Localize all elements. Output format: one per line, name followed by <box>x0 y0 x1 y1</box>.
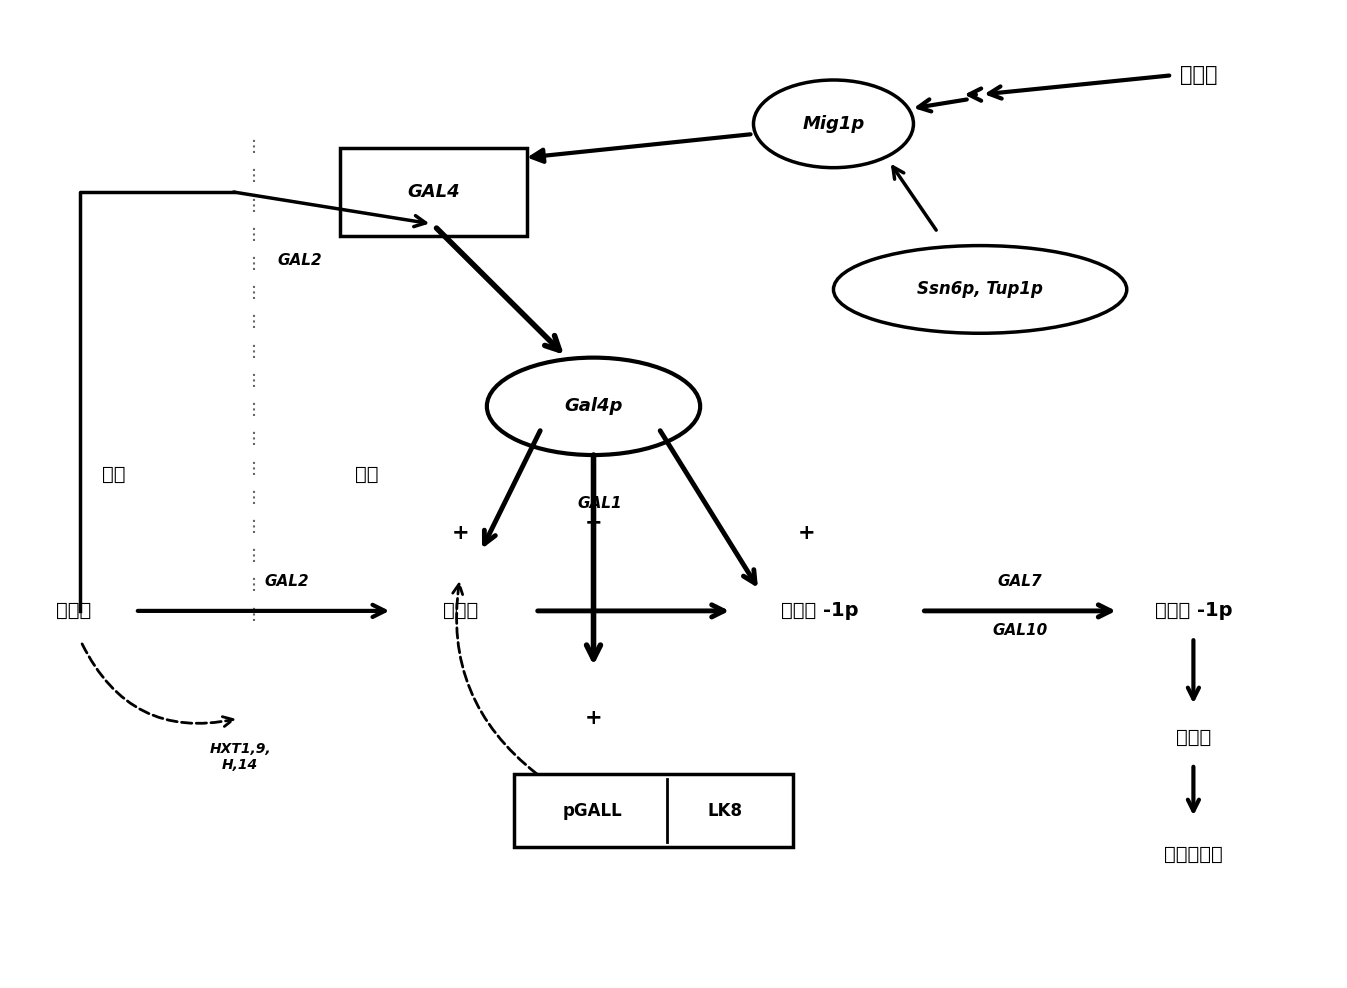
Text: GAL1: GAL1 <box>578 496 622 511</box>
Text: Ssn6p, Tup1p: Ssn6p, Tup1p <box>917 281 1043 298</box>
Text: 半乳糖 -1p: 半乳糖 -1p <box>781 602 859 620</box>
Text: GAL2: GAL2 <box>264 574 310 589</box>
Text: GAL10: GAL10 <box>993 622 1048 638</box>
Text: HXT1,9,
H,14: HXT1,9, H,14 <box>209 742 271 772</box>
Text: GAL4: GAL4 <box>407 183 459 201</box>
Text: GAL2: GAL2 <box>277 253 322 268</box>
Text: Gal4p: Gal4p <box>564 397 622 415</box>
Text: LK8: LK8 <box>709 801 744 820</box>
Text: 半乳糖: 半乳糖 <box>443 602 478 620</box>
Text: GAL7: GAL7 <box>998 574 1043 589</box>
Text: +: + <box>797 523 816 543</box>
Text: 半乳糖: 半乳糖 <box>57 602 92 620</box>
Text: +: + <box>585 708 602 728</box>
Ellipse shape <box>486 358 700 455</box>
Text: +: + <box>585 513 602 534</box>
Text: 糖酵解: 糖酵解 <box>1176 728 1211 747</box>
Text: 生长和维持: 生长和维持 <box>1164 845 1223 864</box>
Ellipse shape <box>834 246 1126 333</box>
Text: +: + <box>451 523 469 543</box>
Text: Mig1p: Mig1p <box>803 115 865 132</box>
Text: 内部: 内部 <box>356 465 379 484</box>
FancyBboxPatch shape <box>341 148 527 236</box>
Text: pGALL: pGALL <box>562 801 622 820</box>
Ellipse shape <box>753 80 913 168</box>
FancyBboxPatch shape <box>513 774 793 847</box>
Text: 外部: 外部 <box>102 465 125 484</box>
Text: 葡萄糖: 葡萄糖 <box>1180 65 1218 85</box>
Text: 葡萄糖 -1p: 葡萄糖 -1p <box>1154 602 1233 620</box>
